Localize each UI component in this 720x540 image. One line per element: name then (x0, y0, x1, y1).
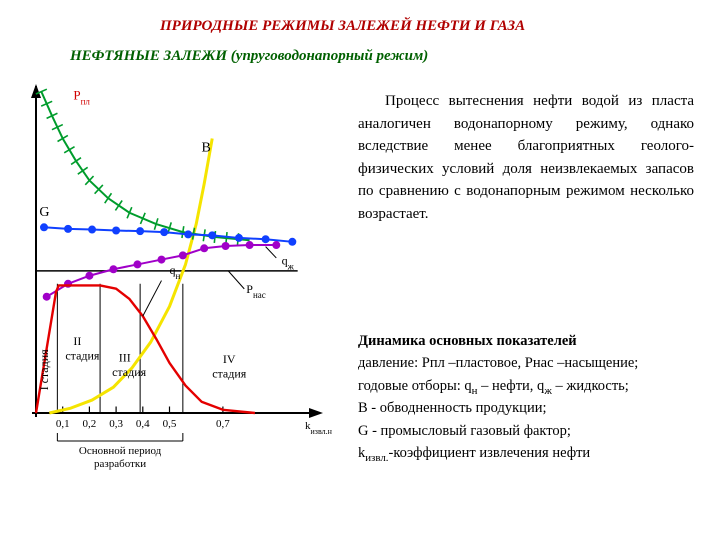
legend-line-4: G - промысловый газовый фактор; (358, 420, 694, 442)
body-paragraph: Процесс вытеснения нефти водой из пласта… (358, 90, 694, 225)
svg-text:II: II (73, 334, 81, 348)
svg-text:G: G (39, 205, 49, 220)
legend-line-5: kизвл.-коэффициент извлечения нефти (358, 442, 694, 464)
svg-text:Основной период: Основной период (79, 445, 162, 457)
chart: 0,1 0,2 0,3 0,4 0,5 0,7 kизвл.н Основной период… (18, 78, 338, 493)
svg-text:0,4: 0,4 (136, 418, 150, 430)
svg-text:Рпл: Рпл (73, 88, 90, 107)
svg-text:стадия: стадия (65, 349, 100, 363)
svg-text:kизвл.н: kизвл.н (305, 420, 333, 436)
legend-line-1: давление: Рпл –пластовое, Рнас –насыщени… (358, 352, 694, 374)
svg-text:разработки: разработки (94, 458, 146, 470)
svg-text:0,3: 0,3 (109, 418, 123, 430)
title-main: ПРИРОДНЫЕ РЕЖИМЫ ЗАЛЕЖЕЙ НЕФТИ И ГАЗА (160, 18, 680, 35)
svg-text:стадия: стадия (112, 365, 147, 379)
svg-text:III: III (119, 350, 131, 364)
svg-text:qн: qн (170, 263, 181, 281)
svg-text:Рнас: Рнас (246, 282, 266, 300)
legend-line-3: B - обводненность продукции; (358, 397, 694, 419)
title-sub: НЕФТЯНЫЕ ЗАЛЕЖИ (упруговодонапорный режи… (70, 48, 490, 65)
svg-text:I стадия: I стадия (37, 349, 51, 391)
svg-text:0,1: 0,1 (56, 418, 70, 430)
svg-text:стадия: стадия (212, 366, 247, 380)
legend-heading: Динамика основных показателей (358, 330, 694, 352)
svg-text:0,7: 0,7 (216, 418, 230, 430)
legend-block: Динамика основных показателей давление: … (358, 330, 694, 465)
svg-text:IV: IV (223, 352, 236, 366)
svg-text:0,5: 0,5 (163, 418, 177, 430)
svg-text:B: B (202, 140, 211, 155)
svg-text:qж: qж (282, 253, 295, 271)
svg-text:0,2: 0,2 (83, 418, 97, 430)
legend-line-2: годовые отборы: qн – нефти, qж – жидкост… (358, 375, 694, 397)
